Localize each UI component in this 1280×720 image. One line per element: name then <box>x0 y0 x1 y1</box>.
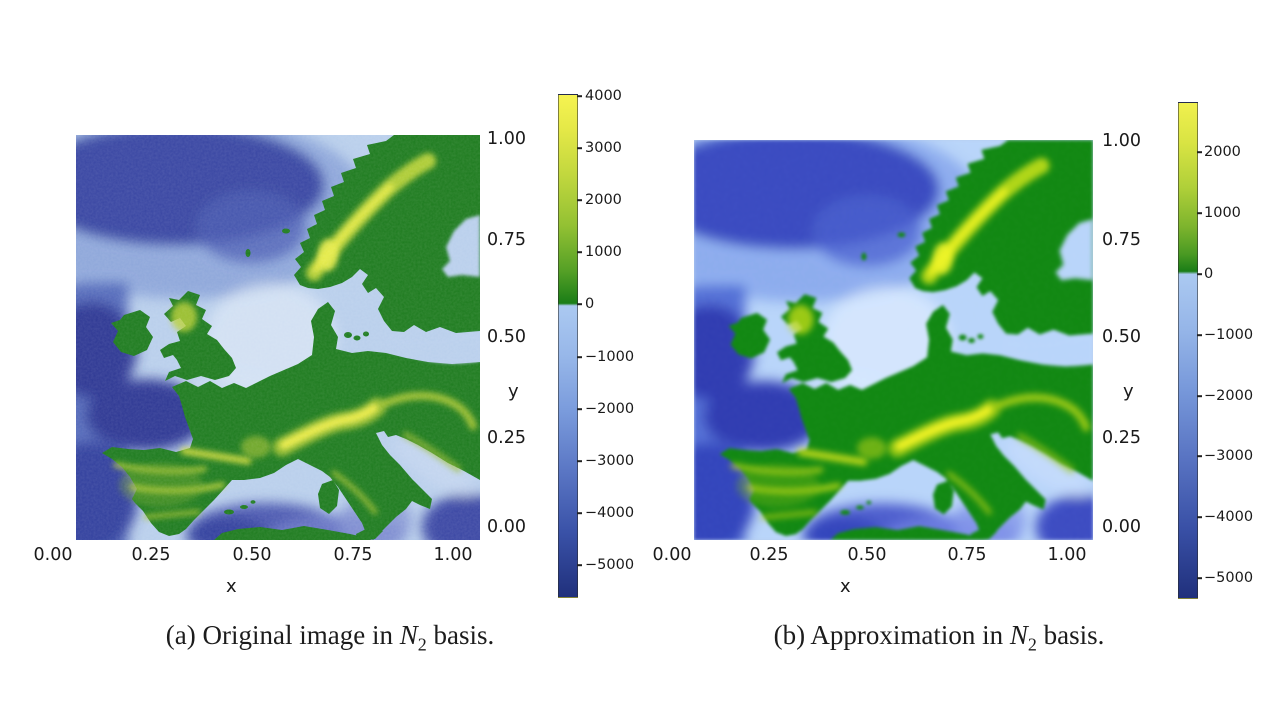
colorbar-tick-mark <box>1197 455 1202 457</box>
colorbar-tick-label: 1000 <box>1204 205 1241 221</box>
caption-b-suffix: basis. <box>1036 620 1105 650</box>
caption-math-symbol: N <box>1009 620 1028 650</box>
colorbar-tick-label: −5000 <box>1204 570 1254 586</box>
colorbar-tick-label: −2000 <box>585 401 635 417</box>
y-axis-label: y <box>1123 381 1134 402</box>
colorbar-tick-label: 2000 <box>585 192 622 208</box>
colorbar-tick-label: −3000 <box>1204 448 1254 464</box>
y-tick: 0.25 <box>487 428 526 448</box>
colorbar-tick-mark <box>577 512 582 514</box>
caption-a-suffix: basis. <box>426 620 495 650</box>
colorbar-tick-label: 2000 <box>1204 144 1241 160</box>
caption-a-text: (a) Original image in <box>165 620 400 650</box>
y-tick: 0.75 <box>487 230 526 250</box>
colorbar-tick-label: 4000 <box>585 88 622 104</box>
x-axis-label: x <box>840 576 851 597</box>
colorbar-tick-label: 1000 <box>585 244 622 260</box>
colorbar-tick-mark <box>577 199 582 201</box>
y-tick: 0.75 <box>1102 230 1141 250</box>
colorbar-tick-mark <box>577 303 582 305</box>
colorbar-tick-label: 0 <box>1204 266 1214 282</box>
caption-b: (b) Approximation in N2 basis. <box>773 618 1105 655</box>
caption-b-text: (b) Approximation in <box>773 620 1010 650</box>
colorbar-tick-mark <box>577 147 582 149</box>
y-tick: 0.50 <box>1102 327 1141 347</box>
colorbar-b <box>1178 102 1198 599</box>
x-tick: 1.00 <box>1047 545 1087 565</box>
caption-math-subscript: 2 <box>417 634 427 655</box>
colorbar-a <box>558 94 578 598</box>
x-tick: 0.50 <box>847 545 887 565</box>
colorbar-tick-label: 0 <box>585 296 595 312</box>
x-axis-label: x <box>226 576 237 597</box>
elevation-map-approximation <box>694 140 1093 540</box>
y-tick: 0.00 <box>487 517 526 537</box>
colorbar-tick-label: −5000 <box>585 557 635 573</box>
colorbar-tick-label: −1000 <box>1204 327 1254 343</box>
caption-math-subscript: 2 <box>1027 634 1037 655</box>
x-tick: 1.00 <box>433 545 473 565</box>
colorbar-tick-mark <box>1197 395 1202 397</box>
colorbar-tick-mark <box>577 408 582 410</box>
colorbar-tick-mark <box>1197 212 1202 214</box>
y-tick: 0.50 <box>487 327 526 347</box>
colorbar-tick-mark <box>1197 273 1202 275</box>
colorbar-tick-label: −4000 <box>1204 509 1254 525</box>
x-tick: 0.00 <box>33 545 73 565</box>
colorbar-tick-mark <box>1197 577 1202 579</box>
colorbar-tick-mark <box>577 95 582 97</box>
colorbar-tick-mark <box>1197 151 1202 153</box>
y-axis-label: y <box>508 381 519 402</box>
colorbar-tick-mark <box>1197 334 1202 336</box>
colorbar-tick-label: −1000 <box>585 349 635 365</box>
colorbar-tick-mark <box>577 460 582 462</box>
x-tick: 0.75 <box>947 545 987 565</box>
elevation-map-original <box>76 135 480 540</box>
colorbar-tick-mark <box>1197 516 1202 518</box>
colorbar-tick-mark <box>577 564 582 566</box>
colorbar-tick-label: −2000 <box>1204 388 1254 404</box>
x-tick: 0.00 <box>652 545 692 565</box>
colorbar-tick-label: −3000 <box>585 453 635 469</box>
y-tick: 1.00 <box>487 129 526 149</box>
x-tick: 0.75 <box>333 545 373 565</box>
y-tick: 0.25 <box>1102 428 1141 448</box>
colorbar-tick-label: 3000 <box>585 140 622 156</box>
x-tick: 0.50 <box>232 545 272 565</box>
colorbar-tick-mark <box>577 251 582 253</box>
x-tick: 0.25 <box>749 545 789 565</box>
x-tick: 0.25 <box>131 545 171 565</box>
colorbar-tick-label: −4000 <box>585 505 635 521</box>
y-tick: 1.00 <box>1102 131 1141 151</box>
caption-math-symbol: N <box>399 620 418 650</box>
colorbar-tick-mark <box>577 356 582 358</box>
caption-a: (a) Original image in N2 basis. <box>165 618 495 655</box>
y-tick: 0.00 <box>1102 517 1141 537</box>
